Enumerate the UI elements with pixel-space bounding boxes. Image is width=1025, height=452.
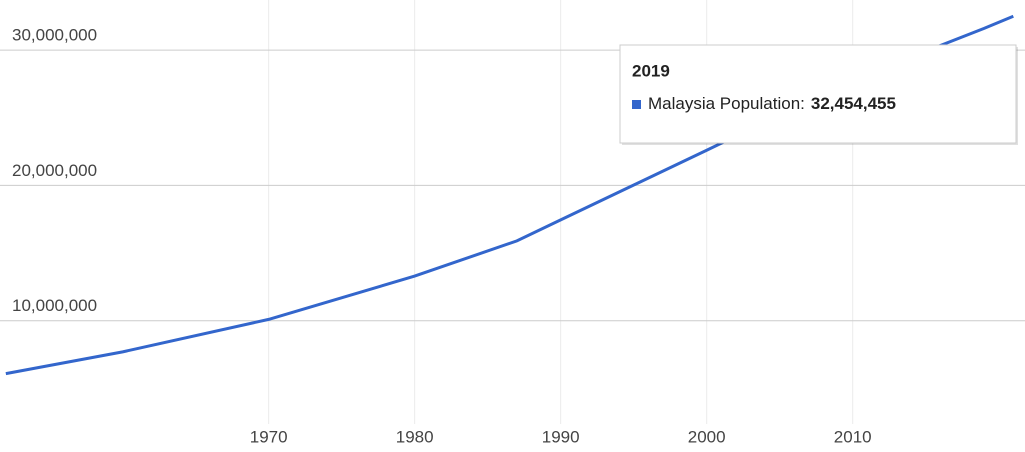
x-tick-label: 1980 [396,427,434,446]
x-tick-label: 1990 [542,427,580,446]
tooltip-series-label: Malaysia Population: [648,94,805,113]
y-tick-label: 20,000,000 [12,161,97,180]
tooltip-swatch [632,100,641,109]
tooltip-value: 32,454,455 [811,94,896,113]
tooltip-row: Malaysia Population: 32,454,455 [648,94,896,113]
x-tick-label: 2000 [688,427,726,446]
y-tick-label: 10,000,000 [12,296,97,315]
y-tick-label: 30,000,000 [12,26,97,45]
tooltip-title: 2019 [632,61,670,80]
tooltip-box [619,44,1017,144]
tooltip: 2019 Malaysia Population: 32,454,455 [619,44,1018,145]
x-tick-label: 2010 [834,427,872,446]
x-tick-label: 1970 [250,427,288,446]
